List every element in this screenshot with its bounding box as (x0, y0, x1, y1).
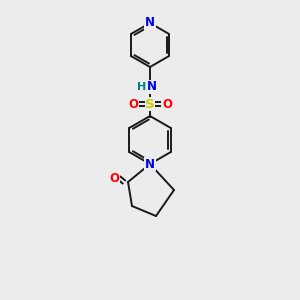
Text: O: O (109, 172, 119, 184)
Text: N: N (145, 16, 155, 29)
Text: S: S (145, 98, 155, 110)
Text: O: O (162, 98, 172, 110)
Text: N: N (147, 80, 157, 94)
Text: N: N (145, 158, 155, 170)
Text: H: H (137, 82, 147, 92)
Text: O: O (128, 98, 138, 110)
